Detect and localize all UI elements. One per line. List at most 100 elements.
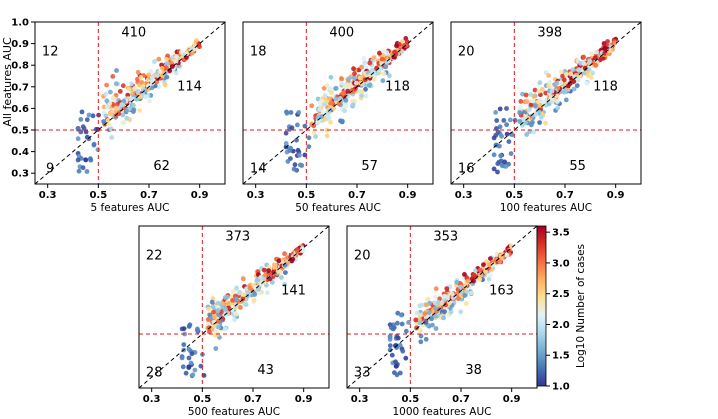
scatter-point (186, 364, 192, 370)
scatter-point (568, 71, 574, 77)
scatter-point (110, 74, 116, 79)
scatter-point (104, 82, 109, 88)
scatter-point (284, 110, 290, 116)
scatter-point (571, 79, 577, 84)
scatter-point (612, 40, 618, 46)
scatter-point (289, 258, 295, 264)
colorbar-gradient (536, 225, 547, 387)
scatter-point (442, 309, 447, 314)
scatter-point (103, 91, 108, 97)
scatter-point (389, 352, 395, 358)
panel-2: 18 400 118 14 57 0.3 0.5 0.7 0.9 50 features AUC (242, 21, 434, 214)
scatter-point (387, 347, 393, 353)
scatter-point (343, 97, 349, 103)
scatter-point (192, 46, 198, 52)
scatter-point (552, 82, 558, 87)
scatter-point (324, 99, 330, 104)
scatter-point (79, 109, 85, 115)
count-lower-left: 9 (46, 161, 54, 176)
count-upper-left: 18 (250, 45, 267, 60)
scatter-point (570, 67, 576, 73)
scatter-point (426, 310, 432, 316)
scatter-point (532, 103, 538, 109)
scatter-points (283, 36, 410, 173)
scatter-point (209, 299, 215, 305)
scatter-point (295, 249, 300, 255)
scatter-point (413, 317, 419, 323)
scatter-point (540, 86, 545, 92)
scatter-point (154, 73, 160, 78)
scatter-point (306, 135, 312, 141)
colorbar-tick-label: 3.5 (552, 228, 570, 239)
scatter-point (563, 88, 569, 93)
scatter-point (532, 87, 538, 93)
y-tick-label: 0.3 (11, 169, 29, 180)
scatter-point (179, 355, 185, 361)
scatter-point (399, 49, 405, 54)
scatter-point (444, 286, 450, 291)
scatter-point (131, 107, 137, 113)
scatter-point (593, 63, 599, 68)
scatter-point (477, 267, 483, 273)
scatter-point (101, 119, 106, 124)
scatter-point (471, 278, 476, 284)
scatter-point (139, 79, 145, 85)
count-below-diag: 114 (177, 79, 202, 94)
scatter-point (537, 120, 542, 125)
scatter-point (398, 312, 404, 318)
scatter-point (126, 87, 132, 92)
scatter-point (234, 296, 239, 302)
scatter-point (531, 129, 536, 135)
scatter-point (162, 82, 168, 88)
scatter-point (181, 342, 187, 347)
scatter-point (477, 276, 482, 282)
count-lower-right: 38 (465, 363, 482, 378)
scatter-point (265, 290, 270, 296)
scatter-point (189, 351, 195, 357)
count-upper-diag: 398 (537, 25, 562, 40)
scatter-point (336, 101, 342, 107)
scatter-point (414, 310, 420, 316)
scatter-point (103, 113, 109, 119)
scatter-point (333, 86, 338, 91)
x-tick-label: 0.3 (455, 190, 473, 201)
scatter-point (555, 105, 561, 111)
scatter-point (504, 122, 509, 128)
scatter-point (393, 343, 398, 349)
count-lower-right: 43 (257, 363, 274, 378)
scatter-point (131, 102, 136, 108)
scatter-point (84, 169, 90, 174)
scatter-point (380, 48, 386, 54)
scatter-point (282, 251, 287, 257)
scatter-point (443, 302, 449, 308)
scatter-point (594, 49, 599, 55)
scatter-point (520, 91, 525, 97)
scatter-point (105, 104, 110, 110)
scatter-point (233, 311, 239, 317)
scatter-point (246, 290, 252, 296)
scatter-point (311, 130, 317, 135)
scatter-point (289, 125, 295, 131)
scatter-point (433, 294, 438, 300)
scatter-point (222, 326, 228, 332)
scatter-point (444, 294, 450, 300)
scatter-point (395, 335, 401, 341)
scatter-point (328, 100, 334, 106)
scatter-point (197, 44, 202, 50)
scatter-point (291, 166, 297, 172)
count-lower-left: 14 (250, 161, 267, 176)
scatter-point (328, 74, 334, 80)
scatter-point (538, 114, 544, 120)
scatter-point (148, 68, 154, 74)
scatter-point (498, 153, 503, 159)
scatter-point (400, 348, 406, 354)
scatter-point (537, 80, 543, 86)
scatter-point (381, 71, 387, 76)
scatter-point (547, 79, 552, 85)
x-tick-label: 0.7 (244, 394, 262, 405)
colorbar-tick-label: 3.0 (552, 258, 570, 269)
scatter-point (574, 83, 580, 88)
scatter-point (458, 309, 464, 315)
scatter-point (375, 70, 381, 76)
scatter-point (425, 296, 431, 302)
